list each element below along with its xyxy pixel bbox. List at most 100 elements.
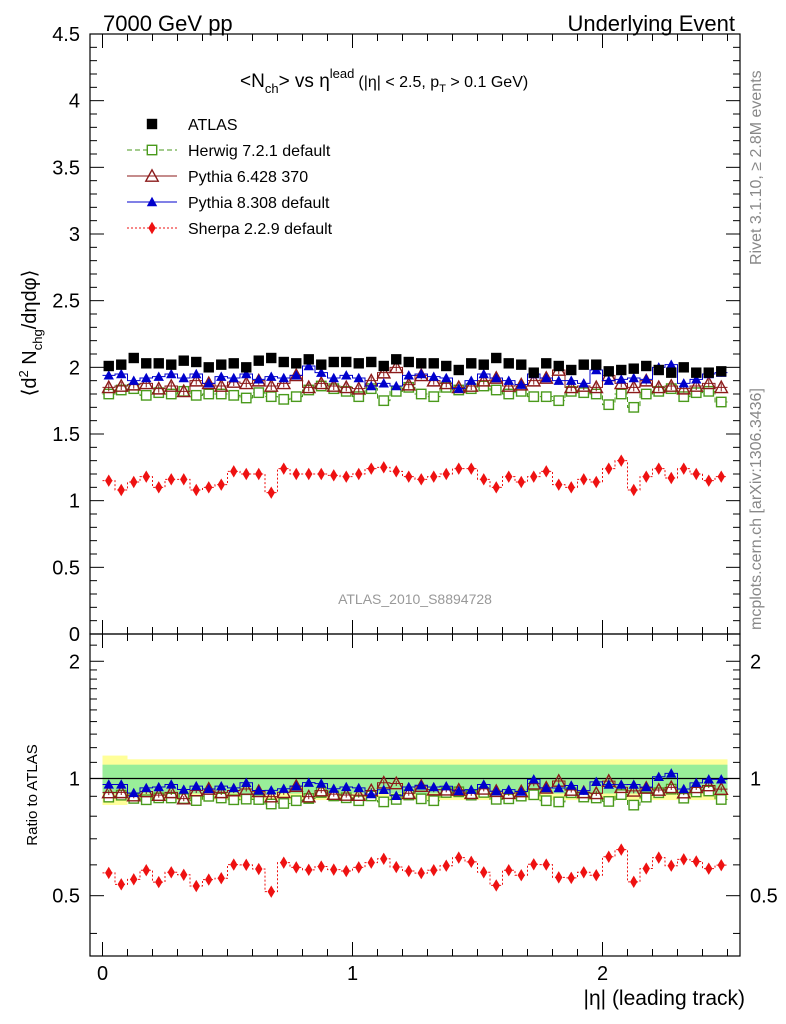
series-pythia-6-428-370	[101, 359, 729, 805]
ratio-point	[628, 799, 640, 811]
data-point	[503, 358, 514, 369]
data-point	[378, 378, 389, 388]
data-point	[205, 481, 213, 494]
ratio-point	[540, 795, 552, 807]
ratio-point	[103, 779, 114, 789]
data-point	[117, 483, 125, 497]
data-point	[116, 359, 127, 370]
data-point	[505, 470, 513, 483]
y-tick-label: 2	[69, 357, 80, 379]
ratio-point	[428, 795, 440, 807]
y-tick-label: 1.5	[52, 424, 80, 446]
ratio-point	[405, 864, 413, 878]
data-point	[216, 359, 227, 370]
legend-label: Pythia 8.308 default	[188, 195, 330, 212]
ratio-point	[228, 794, 240, 806]
data-point	[403, 370, 414, 380]
data-point	[140, 389, 152, 401]
data-point	[341, 370, 352, 380]
ratio-point	[142, 864, 150, 877]
data-point	[128, 375, 139, 385]
data-point	[466, 375, 477, 385]
data-point	[103, 370, 114, 380]
ratio-point	[666, 768, 677, 778]
data-point	[378, 360, 389, 372]
ratio-point	[267, 885, 275, 898]
ratio-point	[451, 782, 467, 796]
data-point	[313, 375, 329, 390]
data-point	[716, 366, 727, 377]
ratio-point	[653, 771, 664, 781]
data-point	[441, 372, 452, 383]
data-point	[442, 467, 450, 481]
data-point	[353, 358, 364, 369]
data-point	[190, 389, 202, 401]
ratio-point	[278, 798, 290, 809]
data-point	[242, 467, 250, 481]
data-point	[615, 388, 627, 400]
ratio-point	[378, 796, 390, 808]
data-point	[278, 393, 290, 405]
data-point	[491, 372, 502, 383]
data-point	[141, 358, 152, 369]
ratio-point	[640, 791, 652, 803]
ratio-point	[305, 863, 313, 877]
title-n-sub: ch	[265, 81, 279, 96]
ratio-point	[205, 873, 213, 886]
data-point	[630, 483, 638, 497]
ratio-band-stat	[390, 764, 403, 794]
data-point	[303, 360, 314, 371]
ratio-point	[228, 782, 239, 793]
ratio-point	[141, 782, 152, 793]
data-point	[453, 364, 464, 376]
title-lead-sup: lead	[330, 66, 355, 81]
data-point	[655, 462, 663, 475]
ratio-point	[491, 785, 502, 796]
x-tick-label: 1	[347, 963, 358, 985]
ratio-y-tick-label-right: 2	[750, 651, 761, 673]
data-point	[217, 478, 225, 491]
ratio-point	[626, 783, 642, 797]
ratio-band-stat	[427, 764, 440, 794]
ratio-point	[713, 781, 729, 796]
ratio-point	[367, 856, 375, 869]
data-point	[666, 367, 677, 378]
data-point	[476, 373, 492, 387]
data-point	[588, 379, 604, 394]
data-point	[316, 359, 327, 370]
ratio-band-stat	[202, 764, 215, 794]
ratio-point	[290, 795, 302, 807]
ratio-point	[605, 850, 613, 863]
data-point	[328, 372, 339, 383]
ratio-point	[366, 788, 377, 799]
data-point	[228, 372, 239, 383]
ratio-y-axis-label: Ratio to ATLAS	[24, 744, 41, 845]
ratio-point	[628, 779, 639, 789]
data-point	[241, 362, 252, 373]
data-point	[238, 375, 254, 390]
ratio-point	[715, 794, 727, 805]
y-tick-label: 1	[69, 491, 80, 513]
ratio-point	[655, 851, 663, 864]
ratio-point	[238, 781, 254, 795]
ratio-point	[517, 869, 525, 882]
data-point	[455, 462, 463, 475]
ratio-band-stat	[102, 764, 115, 794]
data-point	[301, 379, 317, 394]
axes: 0 0.5 1 1.5 2 2.5 3 3.5 4 4.5 0 1 2 0.5 0.5 1 1 2 2	[52, 24, 778, 985]
data-point	[666, 359, 677, 369]
ratio-band-stat	[377, 764, 390, 794]
data-point	[292, 467, 300, 481]
series-atlas	[103, 352, 727, 378]
ratio-point	[176, 790, 192, 805]
ratio-point	[116, 779, 127, 789]
data-point	[303, 354, 314, 365]
ratio-point	[442, 859, 450, 872]
title-cut-close: > 0.1 GeV)	[446, 74, 528, 91]
data-point	[341, 356, 352, 368]
ratio-point	[151, 787, 167, 801]
data-point	[428, 371, 439, 381]
data-point	[253, 387, 265, 399]
data-point	[441, 360, 452, 372]
ylabel-close: /dηdφ⟩	[19, 270, 41, 330]
